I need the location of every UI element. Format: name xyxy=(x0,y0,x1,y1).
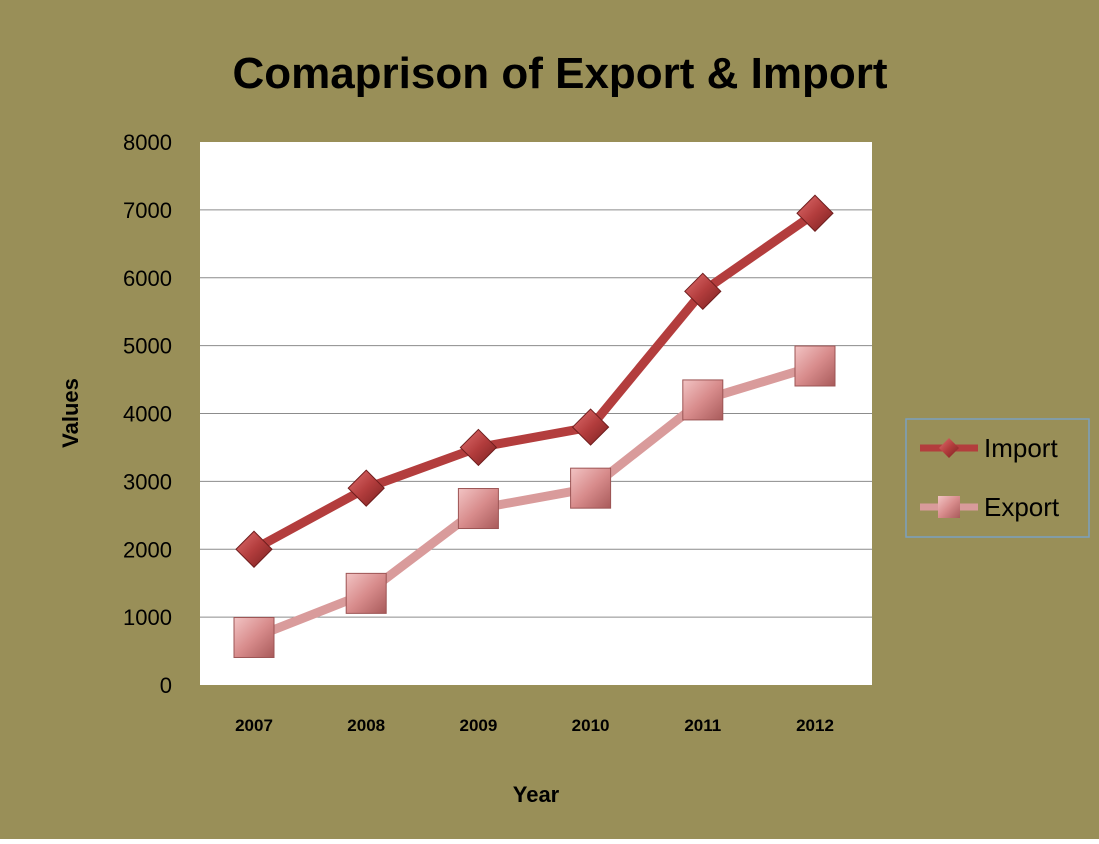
data-point-import xyxy=(459,428,498,467)
series-group xyxy=(233,194,836,658)
y-tick-label: 5000 xyxy=(123,334,172,359)
data-point-export xyxy=(570,467,612,509)
legend-export-marker xyxy=(938,496,960,518)
y-tick-label: 4000 xyxy=(123,402,172,427)
y-tick-label: 7000 xyxy=(123,198,172,223)
x-tick-label: 2012 xyxy=(796,716,834,735)
data-point-import xyxy=(235,530,273,568)
y-axis-label: Values xyxy=(58,378,83,448)
series-line-import xyxy=(249,208,820,554)
x-tick-label: 2008 xyxy=(347,716,385,735)
legend: Import Export xyxy=(905,418,1090,538)
legend-export-label: Export xyxy=(984,492,1060,522)
legend-import-marker xyxy=(939,438,959,458)
data-point-export xyxy=(345,572,387,614)
data-point-import xyxy=(347,469,385,507)
chart-title: Comaprison of Export & Import xyxy=(232,49,887,98)
y-tick-label: 8000 xyxy=(123,130,172,155)
y-tick-label: 2000 xyxy=(123,537,172,562)
data-point-export xyxy=(233,616,275,658)
data-point-import xyxy=(571,408,610,446)
y-tick-label: 3000 xyxy=(123,469,172,494)
x-tick-label: 2011 xyxy=(684,716,721,735)
y-tick-label: 0 xyxy=(160,673,172,698)
y-axis-ticks: 0 1000 2000 3000 4000 5000 6000 7000 8000 xyxy=(123,130,172,698)
legend-box xyxy=(905,418,1090,538)
data-point-import xyxy=(796,194,834,232)
legend-import-label: Import xyxy=(984,433,1058,463)
data-point-import xyxy=(684,272,722,311)
data-point-export xyxy=(794,345,836,387)
x-tick-label: 2007 xyxy=(235,716,273,735)
x-tick-label: 2010 xyxy=(572,716,610,735)
data-point-export xyxy=(682,379,724,421)
data-point-export xyxy=(457,488,499,530)
x-tick-label: 2009 xyxy=(459,716,497,735)
y-tick-label: 1000 xyxy=(123,605,172,630)
x-axis-ticks: 2007 2008 2009 2010 2011 2012 xyxy=(235,716,834,735)
x-axis-label: Year xyxy=(513,782,560,807)
y-tick-label: 6000 xyxy=(123,266,172,291)
